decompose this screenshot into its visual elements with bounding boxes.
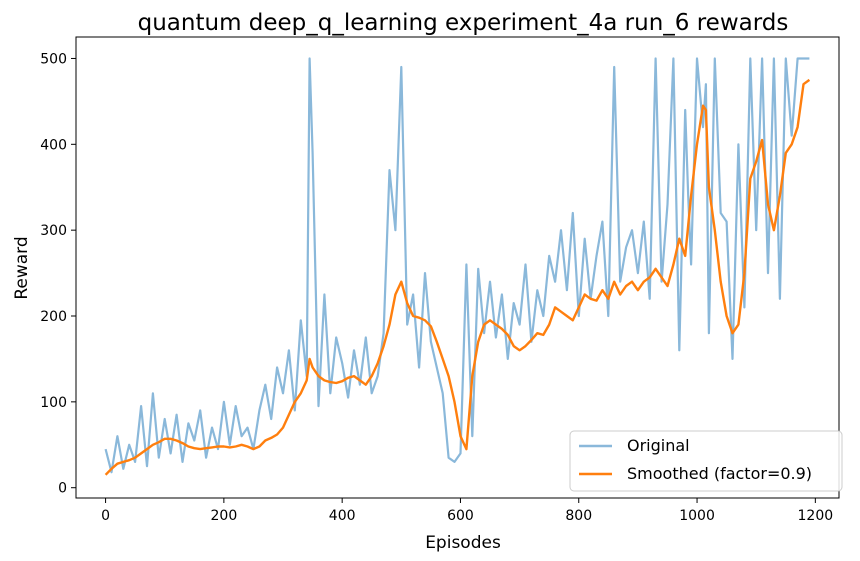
x-axis: 0 200 400 600 800 1000 1200 bbox=[101, 498, 833, 524]
x-tick-label: 1000 bbox=[679, 508, 715, 524]
x-tick-label: 200 bbox=[211, 508, 238, 524]
x-tick-label: 800 bbox=[565, 508, 592, 524]
y-tick-label: 300 bbox=[40, 223, 67, 239]
series-line-original bbox=[104, 57, 810, 474]
legend: Original Smoothed (factor=0.9) bbox=[569, 430, 843, 492]
legend-label-smoothed: Smoothed (factor=0.9) bbox=[627, 464, 812, 483]
y-axis-label: Reward bbox=[12, 236, 32, 299]
y-tick-label: 400 bbox=[40, 137, 67, 153]
y-axis: 0 100 200 300 400 500 bbox=[40, 51, 76, 497]
y-tick-label: 200 bbox=[40, 309, 67, 325]
y-tick-label: 100 bbox=[40, 395, 67, 411]
x-tick-label: 600 bbox=[447, 508, 474, 524]
series-layer bbox=[104, 57, 811, 476]
x-axis-label: Episodes bbox=[425, 533, 501, 553]
x-tick-label: 400 bbox=[329, 508, 356, 524]
chart-title: quantum deep_q_learning experiment_4a ru… bbox=[138, 10, 789, 36]
legend-box bbox=[569, 430, 843, 492]
y-tick-label: 0 bbox=[58, 481, 67, 497]
x-tick-label: 0 bbox=[101, 508, 110, 524]
legend-label-original: Original bbox=[627, 436, 690, 455]
series-line-smoothed bbox=[104, 78, 811, 476]
plot-frame bbox=[75, 36, 840, 499]
y-tick-label: 500 bbox=[40, 51, 67, 67]
x-tick-label: 1200 bbox=[798, 508, 834, 524]
